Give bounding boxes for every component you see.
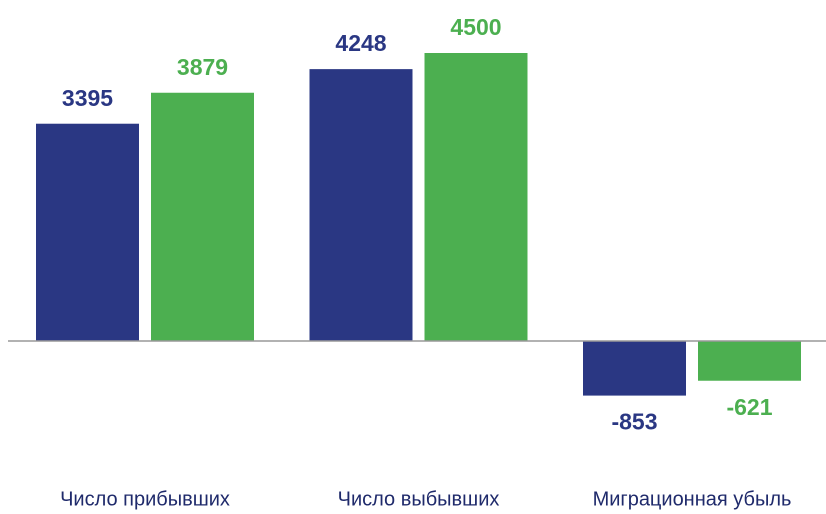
- category-label: Число выбывших: [338, 488, 500, 510]
- bar: [36, 123, 139, 341]
- bar: [698, 341, 801, 381]
- value-label: 4248: [335, 30, 386, 56]
- value-label: -621: [726, 394, 772, 420]
- bar: [309, 69, 413, 342]
- bar: [424, 53, 528, 341]
- value-label: 3395: [62, 85, 113, 111]
- value-label: 3879: [177, 54, 228, 80]
- category-label: Миграционная убыль: [593, 488, 792, 510]
- category-label: Число прибывших: [60, 488, 230, 510]
- bar: [151, 92, 254, 341]
- value-label: 4500: [450, 14, 501, 40]
- value-label: -853: [611, 409, 657, 435]
- bar: [583, 341, 686, 396]
